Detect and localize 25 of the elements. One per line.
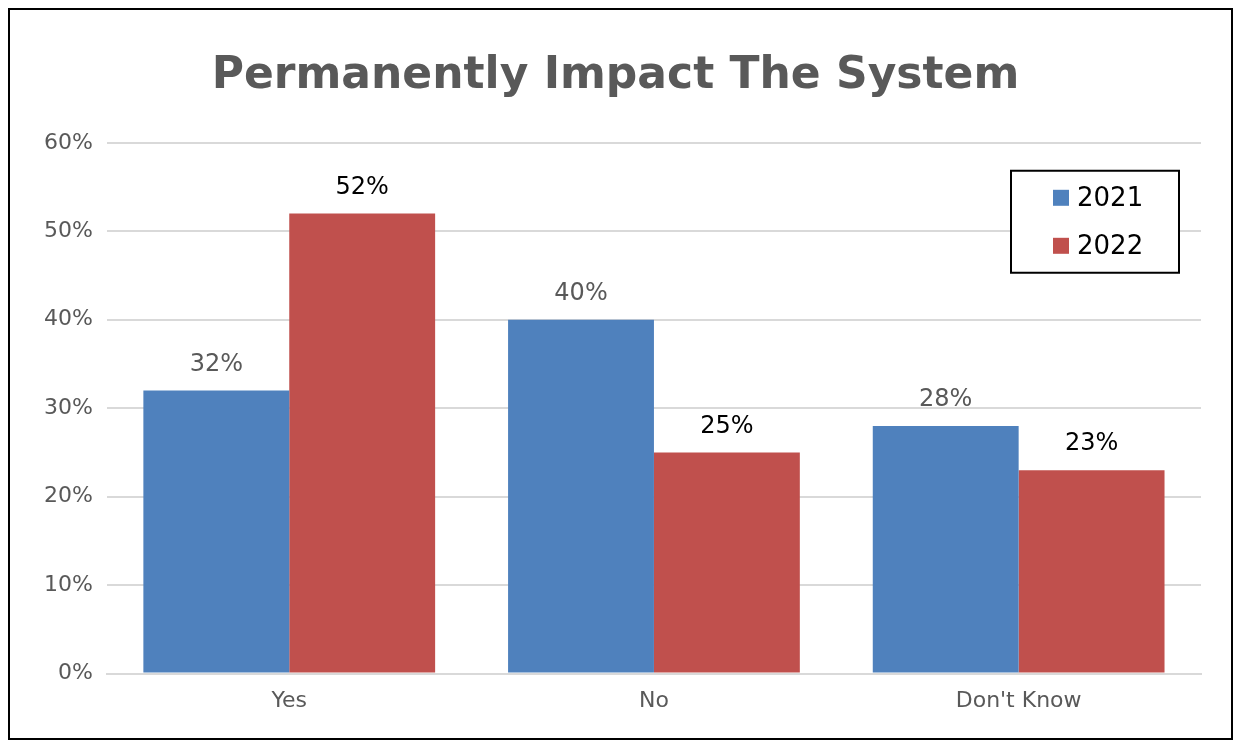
x-tick-label: Don't Know bbox=[955, 686, 1082, 712]
x-tick-label: No bbox=[638, 686, 669, 712]
legend-label: 2022 bbox=[1077, 229, 1144, 260]
data-label: 52% bbox=[335, 171, 389, 200]
y-tick-label: 30% bbox=[43, 393, 93, 419]
x-tick-label: Yes bbox=[270, 686, 308, 712]
y-tick-label: 40% bbox=[43, 305, 93, 331]
bar bbox=[653, 452, 800, 673]
data-label: 28% bbox=[919, 384, 973, 413]
y-tick-label: 50% bbox=[43, 216, 93, 242]
y-tick-label: 0% bbox=[57, 659, 93, 685]
y-tick-label: 10% bbox=[43, 570, 93, 596]
legend-label: 2021 bbox=[1077, 181, 1144, 212]
chart-title: Permanently Impact The System bbox=[211, 46, 1020, 98]
data-label: 32% bbox=[189, 348, 243, 377]
data-label: 40% bbox=[554, 277, 608, 306]
bar bbox=[143, 390, 290, 673]
y-tick-label: 60% bbox=[43, 128, 93, 154]
data-label: 23% bbox=[1064, 428, 1119, 457]
bar bbox=[1018, 470, 1165, 673]
y-tick-label: 20% bbox=[43, 482, 93, 508]
bar bbox=[508, 319, 654, 673]
data-label: 25% bbox=[700, 410, 754, 439]
bar bbox=[872, 425, 1019, 673]
bar bbox=[289, 213, 436, 673]
